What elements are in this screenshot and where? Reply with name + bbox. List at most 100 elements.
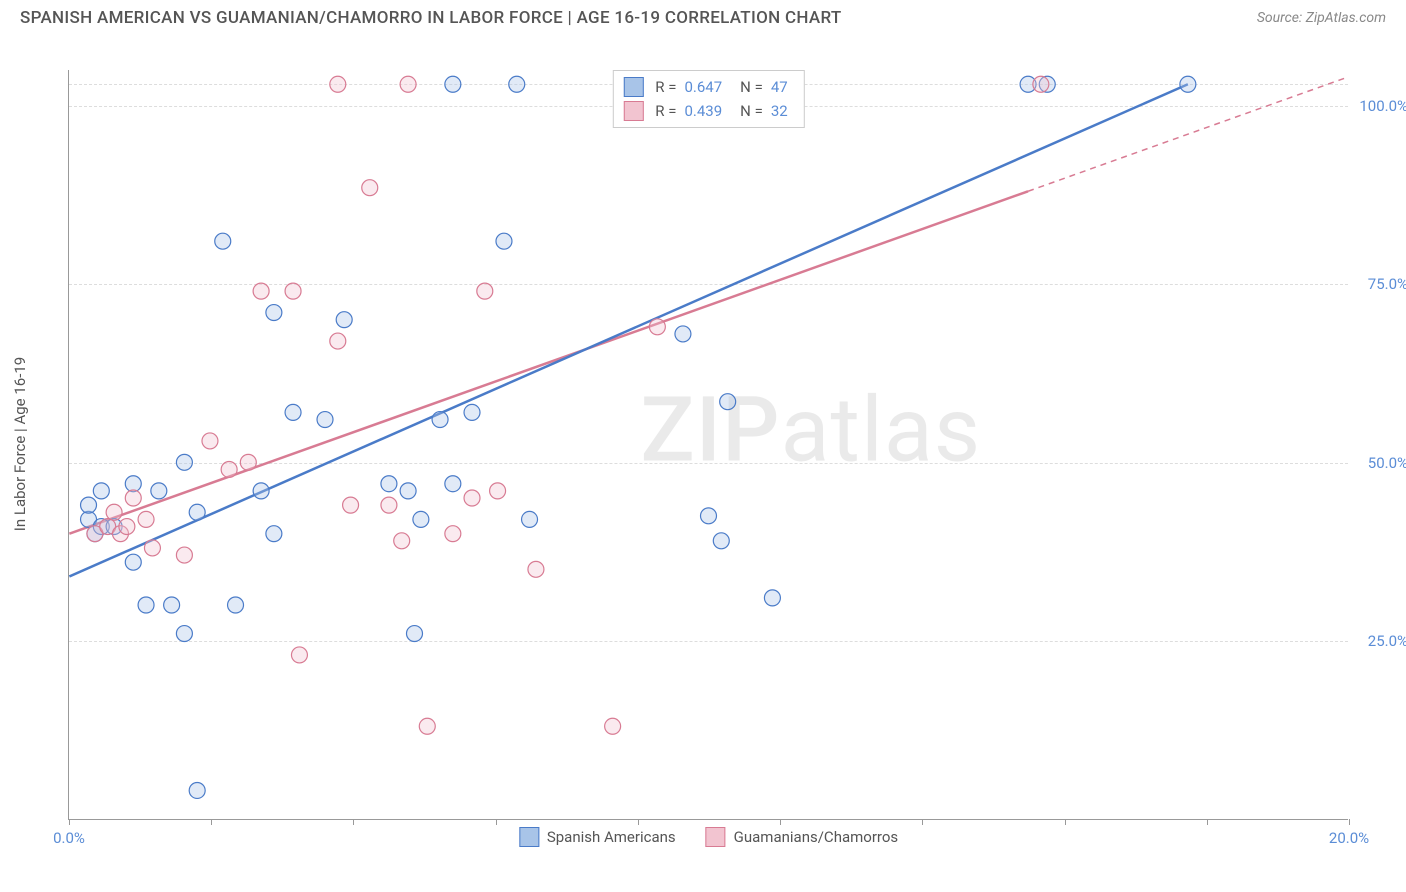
data-point-spanish_americans [189, 504, 205, 520]
data-point-spanish_americans [138, 597, 154, 613]
data-point-spanish_americans [445, 476, 461, 492]
data-point-guamanians_chamorros [253, 283, 269, 299]
legend-row-series-0: R = 0.647 N = 47 [623, 75, 793, 99]
xtick-mark [1349, 819, 1350, 825]
legend-label-0: Spanish Americans [547, 828, 676, 846]
data-point-spanish_americans [125, 554, 141, 570]
n-value-1: 32 [771, 102, 788, 120]
data-point-guamanians_chamorros [343, 497, 359, 513]
data-point-spanish_americans [151, 483, 167, 499]
scatter-plot-svg [69, 70, 1348, 819]
swatch-bottom-1 [706, 827, 726, 847]
r-label-0: R = [655, 78, 676, 96]
data-point-spanish_americans [266, 305, 282, 321]
data-point-guamanians_chamorros [221, 461, 237, 477]
data-point-guamanians_chamorros [362, 180, 378, 196]
xtick-label: 20.0% [1329, 829, 1369, 847]
data-point-guamanians_chamorros [490, 483, 506, 499]
data-point-spanish_americans [228, 597, 244, 613]
data-point-guamanians_chamorros [202, 433, 218, 449]
regression-line-spanish_americans [69, 84, 1188, 576]
chart-container: In Labor Force | Age 16-19 ZIPatlas R = … [50, 40, 1370, 830]
data-point-guamanians_chamorros [144, 540, 160, 556]
xtick-mark [353, 819, 354, 825]
data-point-guamanians_chamorros [605, 718, 621, 734]
regression-line-guamanians_chamorros [69, 191, 1028, 533]
xtick-mark [1065, 819, 1066, 825]
legend-bottom: Spanish Americans Guamanians/Chamorros [519, 827, 898, 847]
xtick-mark [69, 819, 70, 825]
data-point-spanish_americans [701, 508, 717, 524]
data-point-spanish_americans [253, 483, 269, 499]
n-label-1: N = [740, 102, 763, 120]
data-point-guamanians_chamorros [381, 497, 397, 513]
data-point-guamanians_chamorros [119, 519, 135, 535]
legend-row-series-1: R = 0.439 N = 32 [623, 99, 793, 123]
data-point-spanish_americans [215, 233, 231, 249]
ytick-label: 100.0% [1359, 97, 1406, 115]
data-point-guamanians_chamorros [400, 76, 416, 92]
data-point-guamanians_chamorros [649, 319, 665, 335]
source-label: Source: ZipAtlas.com [1257, 10, 1386, 26]
data-point-guamanians_chamorros [291, 647, 307, 663]
swatch-series-1 [623, 101, 643, 121]
data-point-spanish_americans [496, 233, 512, 249]
n-value-0: 47 [771, 78, 788, 96]
data-point-spanish_americans [164, 597, 180, 613]
data-point-spanish_americans [93, 483, 109, 499]
xtick-label: 0.0% [53, 829, 85, 847]
data-point-guamanians_chamorros [528, 561, 544, 577]
data-point-spanish_americans [1180, 76, 1196, 92]
legend-item-0: Spanish Americans [519, 827, 676, 847]
data-point-spanish_americans [445, 76, 461, 92]
data-point-spanish_americans [176, 454, 192, 470]
data-point-spanish_americans [713, 533, 729, 549]
data-point-spanish_americans [400, 483, 416, 499]
data-point-spanish_americans [522, 511, 538, 527]
data-point-guamanians_chamorros [394, 533, 410, 549]
xtick-mark [638, 819, 639, 825]
xtick-mark [922, 819, 923, 825]
data-point-guamanians_chamorros [176, 547, 192, 563]
ytick-label: 50.0% [1368, 454, 1406, 472]
data-point-guamanians_chamorros [240, 454, 256, 470]
r-value-0: 0.647 [684, 78, 722, 96]
data-point-guamanians_chamorros [125, 490, 141, 506]
plot-area: ZIPatlas R = 0.647 N = 47 R = 0.439 N = … [68, 70, 1348, 820]
data-point-spanish_americans [764, 590, 780, 606]
r-value-1: 0.439 [684, 102, 722, 120]
data-point-guamanians_chamorros [330, 333, 346, 349]
n-label-0: N = [740, 78, 763, 96]
data-point-guamanians_chamorros [445, 526, 461, 542]
data-point-guamanians_chamorros [285, 283, 301, 299]
swatch-series-0 [623, 77, 643, 97]
data-point-guamanians_chamorros [419, 718, 435, 734]
swatch-bottom-0 [519, 827, 539, 847]
data-point-spanish_americans [407, 626, 423, 642]
ytick-label: 75.0% [1368, 275, 1406, 293]
data-point-spanish_americans [189, 782, 205, 798]
legend-item-1: Guamanians/Chamorros [706, 827, 898, 847]
data-point-guamanians_chamorros [477, 283, 493, 299]
chart-title: SPANISH AMERICAN VS GUAMANIAN/CHAMORRO I… [20, 8, 842, 28]
data-point-spanish_americans [125, 476, 141, 492]
xtick-mark [211, 819, 212, 825]
data-point-guamanians_chamorros [138, 511, 154, 527]
data-point-spanish_americans [317, 412, 333, 428]
data-point-spanish_americans [720, 394, 736, 410]
data-point-guamanians_chamorros [1033, 76, 1049, 92]
ytick-label: 25.0% [1368, 632, 1406, 650]
data-point-spanish_americans [176, 626, 192, 642]
y-axis-label: In Labor Force | Age 16-19 [11, 357, 29, 531]
data-point-spanish_americans [266, 526, 282, 542]
data-point-spanish_americans [432, 412, 448, 428]
data-point-spanish_americans [464, 404, 480, 420]
legend-stats: R = 0.647 N = 47 R = 0.439 N = 32 [612, 70, 804, 128]
legend-label-1: Guamanians/Chamorros [734, 828, 898, 846]
data-point-spanish_americans [285, 404, 301, 420]
xtick-mark [496, 819, 497, 825]
data-point-spanish_americans [81, 497, 97, 513]
data-point-spanish_americans [336, 312, 352, 328]
data-point-spanish_americans [509, 76, 525, 92]
data-point-spanish_americans [413, 511, 429, 527]
